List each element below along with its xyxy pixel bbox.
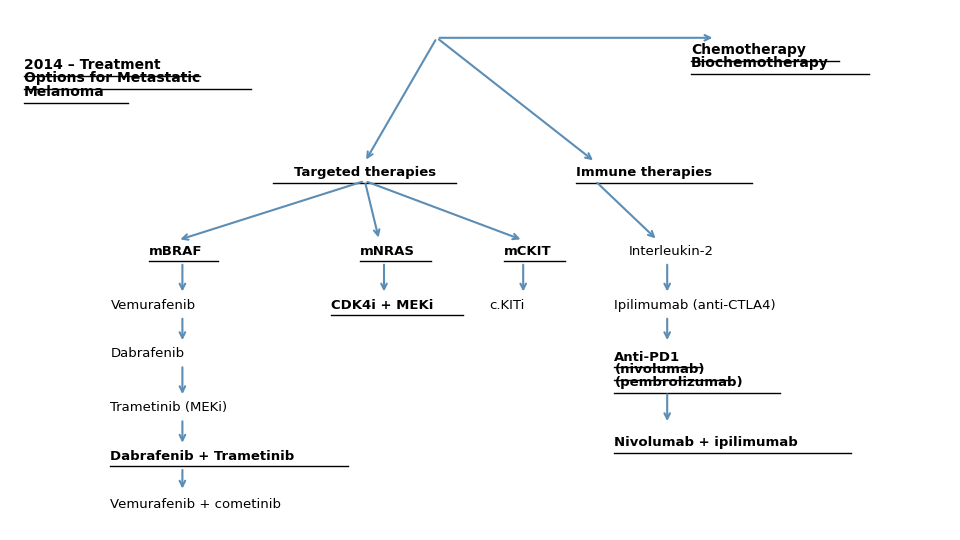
- Text: Options for Metastatic: Options for Metastatic: [24, 71, 201, 85]
- Text: (pembrolizumab): (pembrolizumab): [614, 376, 743, 389]
- Text: Dabrafenib + Trametinib: Dabrafenib + Trametinib: [110, 450, 295, 463]
- Text: Vemurafenib: Vemurafenib: [110, 299, 196, 312]
- Text: Melanoma: Melanoma: [24, 85, 105, 99]
- Text: Nivolumab + ipilimumab: Nivolumab + ipilimumab: [614, 436, 798, 449]
- Text: 2014 – Treatment: 2014 – Treatment: [24, 58, 160, 72]
- Text: Dabrafenib: Dabrafenib: [110, 347, 184, 360]
- Text: Anti-PD1: Anti-PD1: [614, 350, 681, 363]
- Text: Immune therapies: Immune therapies: [576, 166, 712, 179]
- Text: Interleukin-2: Interleukin-2: [629, 245, 714, 258]
- Text: CDK4i + MEKi: CDK4i + MEKi: [331, 299, 434, 312]
- Text: c.KITi: c.KITi: [490, 299, 525, 312]
- Text: Chemotherapy: Chemotherapy: [691, 43, 806, 57]
- Text: Trametinib (MEKi): Trametinib (MEKi): [110, 401, 228, 414]
- Text: mNRAS: mNRAS: [360, 245, 415, 258]
- Text: Ipilimumab (anti-CTLA4): Ipilimumab (anti-CTLA4): [614, 299, 776, 312]
- Text: (nivolumab): (nivolumab): [614, 363, 705, 376]
- Text: Vemurafenib + cometinib: Vemurafenib + cometinib: [110, 498, 281, 511]
- Text: mCKIT: mCKIT: [504, 245, 552, 258]
- Text: Targeted therapies: Targeted therapies: [294, 166, 436, 179]
- Text: mBRAF: mBRAF: [149, 245, 203, 258]
- Text: Biochemotherapy: Biochemotherapy: [691, 57, 828, 70]
